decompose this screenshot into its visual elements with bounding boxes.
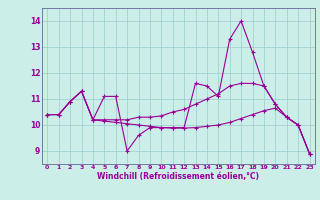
- X-axis label: Windchill (Refroidissement éolien,°C): Windchill (Refroidissement éolien,°C): [97, 172, 260, 181]
